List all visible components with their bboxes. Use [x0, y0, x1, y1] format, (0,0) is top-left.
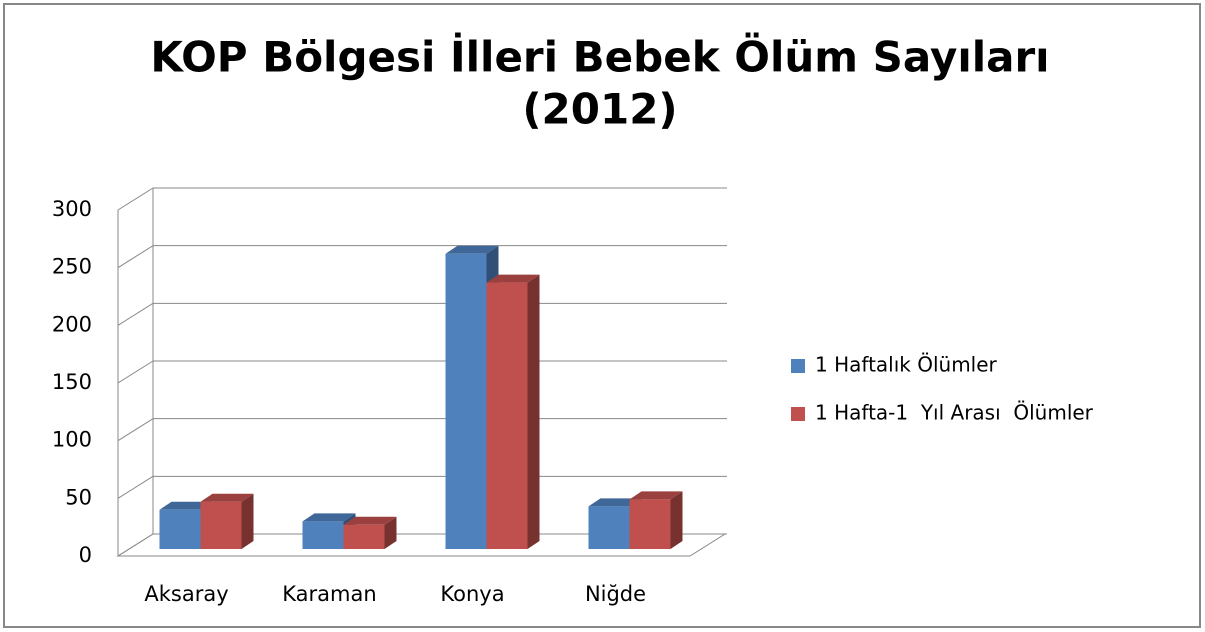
- legend-label: 1 Hafta-1 Yıl Arası Ölümler: [815, 401, 1094, 425]
- chart-title: (2012): [522, 85, 677, 134]
- bar-top: [629, 491, 683, 500]
- legend-swatch: [791, 407, 805, 421]
- chart-title: KOP Bölgesi İlleri Bebek Ölüm Sayıları: [150, 32, 1049, 82]
- legend-swatch: [791, 359, 805, 373]
- bar-top: [486, 274, 540, 283]
- bar-top: [302, 513, 356, 522]
- bar: [343, 524, 385, 549]
- bar: [588, 506, 630, 549]
- bar-side: [241, 493, 254, 549]
- x-tick-label: Aksaray: [144, 582, 228, 606]
- y-tick-label: 0: [79, 543, 92, 567]
- bar-side: [670, 491, 683, 549]
- bar-side: [527, 274, 540, 549]
- bar: [200, 501, 242, 549]
- bar: [486, 282, 528, 549]
- bar-top: [588, 498, 642, 507]
- grid-line: [117, 360, 154, 384]
- grid-line: [117, 533, 154, 557]
- y-tick-label: 200: [52, 312, 92, 336]
- legend-label: 1 Haftalık Ölümler: [815, 353, 998, 377]
- y-tick-label: 300: [52, 197, 92, 221]
- bar-top: [200, 493, 254, 502]
- x-tick-label: Karaman: [282, 582, 376, 606]
- x-tick-label: Niğde: [585, 582, 646, 606]
- y-tick-label: 100: [52, 428, 92, 452]
- grid-line: [117, 475, 154, 499]
- bar-side: [384, 516, 397, 549]
- x-tick-label: Konya: [440, 582, 504, 606]
- bar-top: [159, 501, 213, 510]
- grid-line: [117, 418, 154, 442]
- bar-top: [445, 245, 499, 254]
- bar: [159, 509, 201, 549]
- grid-line: [117, 187, 154, 211]
- bar-top: [343, 516, 397, 525]
- grid-line: [117, 245, 154, 269]
- y-tick-label: 250: [52, 255, 92, 279]
- grid-line: [117, 302, 154, 326]
- bar: [445, 253, 487, 549]
- y-tick-label: 50: [65, 485, 92, 509]
- y-tick-label: 150: [52, 370, 92, 394]
- bar: [302, 521, 344, 549]
- bar: [629, 499, 671, 549]
